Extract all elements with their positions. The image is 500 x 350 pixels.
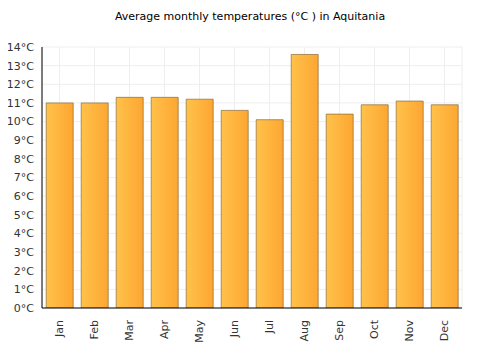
- svg-text:May: May: [193, 320, 206, 342]
- svg-text:Aug: Aug: [298, 320, 311, 341]
- svg-text:10°C: 10°C: [8, 115, 34, 128]
- svg-text:Apr: Apr: [158, 320, 171, 340]
- svg-text:Jul: Jul: [263, 320, 276, 334]
- svg-text:11°C: 11°C: [8, 97, 34, 110]
- svg-text:Sep: Sep: [333, 320, 346, 341]
- svg-text:6°C: 6°C: [14, 190, 34, 203]
- svg-text:12°C: 12°C: [8, 78, 34, 91]
- svg-text:13°C: 13°C: [8, 60, 34, 73]
- svg-text:Jun: Jun: [228, 320, 241, 338]
- svg-text:2°C: 2°C: [14, 265, 34, 278]
- svg-text:8°C: 8°C: [14, 153, 34, 166]
- svg-text:4°C: 4°C: [14, 227, 34, 240]
- svg-text:1°C: 1°C: [14, 283, 34, 296]
- svg-text:Feb: Feb: [88, 320, 101, 339]
- svg-text:0°C: 0°C: [14, 302, 34, 315]
- svg-text:Mar: Mar: [123, 320, 136, 341]
- svg-text:9°C: 9°C: [14, 134, 34, 147]
- svg-text:5°C: 5°C: [14, 209, 34, 222]
- svg-text:7°C: 7°C: [14, 171, 34, 184]
- svg-text:3°C: 3°C: [14, 246, 34, 259]
- html-text:Average monthly temperatures (: Average monthly temperatures (°C ) in Aq…: [114, 10, 386, 23]
- svg-text:14°C: 14°C: [8, 41, 34, 54]
- svg-text:Oct: Oct: [368, 319, 381, 339]
- svg-text:Jan: Jan: [53, 320, 66, 338]
- svg-text:Nov: Nov: [403, 320, 416, 342]
- svg-text:Dec: Dec: [438, 320, 451, 341]
